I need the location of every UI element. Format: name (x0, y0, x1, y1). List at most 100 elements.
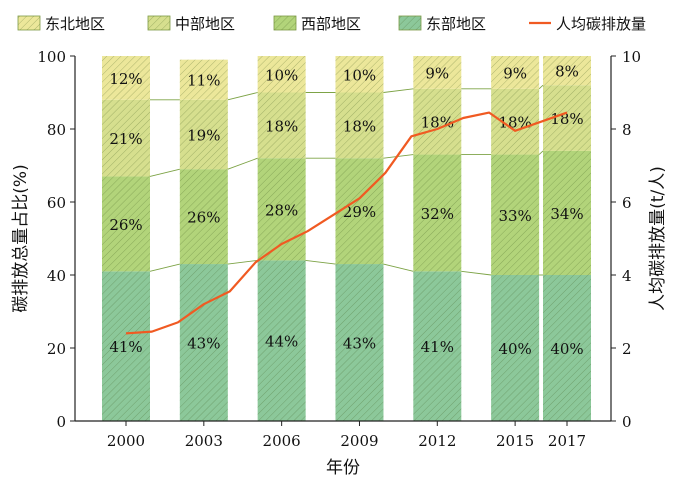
data-label: 12% (109, 70, 142, 88)
connector-line (538, 84, 544, 90)
per-capita-line (125, 111, 568, 335)
bar-hatch (491, 88, 540, 155)
bar-hatch (413, 271, 462, 421)
bar-hatch (102, 176, 150, 272)
data-label: 33% (498, 207, 531, 225)
bar-hatch (257, 56, 306, 93)
right-tick-label: 8 (622, 121, 632, 139)
data-label: 9% (425, 64, 449, 82)
data-label: 41% (421, 338, 454, 356)
connector-line (149, 263, 180, 272)
bar-hatch (179, 169, 228, 265)
bar-hatch (413, 154, 462, 272)
bar-hatch (543, 150, 591, 275)
right-axis-title: 人均碳排放量(t/人) (648, 166, 668, 311)
x-tick-label: 2015 (496, 432, 534, 450)
data-label: 8% (555, 63, 579, 81)
legend-swatch-hatch (18, 16, 40, 30)
x-tick-label: 2009 (340, 432, 378, 450)
data-label: 19% (187, 126, 220, 144)
left-tick-label: 0 (56, 413, 66, 431)
connector-line (227, 259, 258, 265)
data-label: 40% (498, 340, 531, 358)
data-label: 44% (265, 333, 298, 351)
bar-hatch (102, 271, 150, 421)
data-label: 28% (265, 201, 298, 219)
bar-hatch (179, 99, 228, 170)
axes: 0 20 40 60 80 100 0 2 4 6 8 10 2000 2003 2006 2009 2012 2… (11, 48, 668, 478)
legend-label: 东北地区 (45, 15, 105, 33)
data-label: 43% (343, 335, 376, 353)
data-label: 34% (550, 205, 583, 223)
legend-label: 中部地区 (175, 15, 235, 33)
bar-hatch (491, 56, 540, 89)
bar-hatch (543, 56, 591, 86)
bar-hatch (102, 99, 150, 177)
legend: 东北地区 中部地区 西部地区 东部地区 人均碳排放量 (17, 15, 646, 33)
x-tick-label: 2017 (548, 432, 586, 450)
legend-swatch-hatch (274, 16, 296, 30)
data-label: 9% (503, 64, 527, 82)
data-label: 18% (343, 117, 376, 135)
bar-hatch (543, 275, 591, 421)
left-tick-label: 20 (47, 340, 66, 358)
legend-swatch-hatch (399, 16, 421, 30)
connector-line (383, 88, 414, 93)
bar-hatch (179, 59, 228, 100)
bar-hatch (491, 154, 540, 275)
data-label: 21% (109, 130, 142, 148)
connector-line (383, 263, 414, 272)
connector-line (149, 168, 180, 177)
right-tick-label: 6 (622, 194, 632, 212)
legend-label: 西部地区 (301, 15, 361, 33)
bars (102, 56, 591, 421)
left-tick-label: 40 (47, 267, 66, 285)
data-label: 11% (187, 72, 220, 90)
legend-swatch-hatch (148, 16, 170, 30)
legend-label: 人均碳排放量 (556, 15, 646, 33)
right-tick-label: 2 (622, 340, 632, 358)
legend-label: 东部地区 (426, 15, 486, 33)
data-label: 43% (187, 335, 220, 353)
x-tick-label: 2012 (418, 432, 456, 450)
x-tick-label: 2006 (263, 432, 301, 450)
data-label: 32% (421, 205, 454, 223)
bar-hatch (257, 92, 306, 159)
right-tick-label: 10 (622, 48, 641, 66)
bar-hatch (257, 260, 306, 421)
per-capita-series-line (125, 111, 568, 335)
left-tick-label: 100 (37, 48, 66, 66)
bar-hatch (413, 56, 462, 89)
connector-line (461, 270, 492, 276)
bar-hatch (102, 56, 150, 100)
data-label: 18% (265, 117, 298, 135)
bar-hatch (491, 275, 540, 421)
x-tick-label: 2000 (107, 432, 145, 450)
right-tick-label: 4 (622, 267, 632, 285)
data-label: 40% (550, 340, 583, 358)
connector-line (538, 150, 544, 155)
data-label: 29% (343, 203, 376, 221)
connector-line (305, 259, 336, 265)
data-label: 26% (187, 209, 220, 227)
data-label: 10% (343, 66, 376, 84)
bar-hatch (335, 92, 384, 159)
data-label: 18% (421, 114, 454, 132)
segment-connectors (149, 84, 544, 276)
bar-hatch (335, 56, 384, 93)
x-axis-title: 年份 (326, 458, 360, 478)
bar-hatch (179, 264, 228, 421)
connector-line (227, 92, 258, 101)
data-labels: 41% 26% 21% 12% 43% 26% 19% 11% 44% 28% 18% 10% 43% 2… (109, 63, 583, 358)
left-axis-title: 碳排放总量占比(%) (11, 164, 31, 312)
x-tick-label: 2003 (185, 432, 223, 450)
bar-hatch (335, 264, 384, 421)
connector-line (227, 157, 258, 170)
left-tick-label: 80 (47, 121, 66, 139)
data-label: 26% (109, 216, 142, 234)
bar-hatch (335, 158, 384, 265)
left-tick-label: 60 (47, 194, 66, 212)
right-tick-label: 0 (622, 413, 632, 431)
